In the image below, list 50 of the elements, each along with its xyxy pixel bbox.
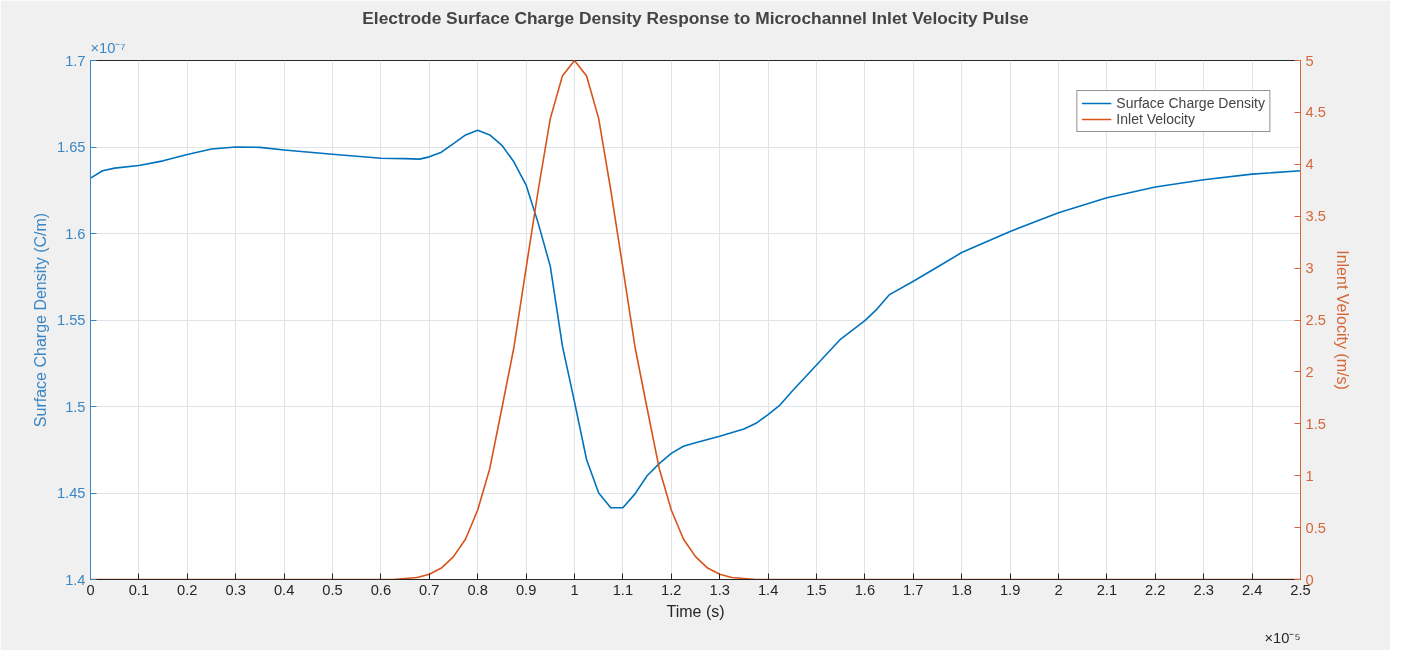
y-tick-label: 1.55 <box>56 312 86 328</box>
x-tick-label: 2.3 <box>1193 581 1214 598</box>
x-tick-label: 1 <box>570 581 579 598</box>
y-axis-title: Surface Charge Density (C/m) <box>31 212 49 428</box>
x-tick-label: 0.9 <box>515 581 537 598</box>
x-tick-label: 0.5 <box>322 581 343 598</box>
y-tick-label: 1.45 <box>56 485 86 501</box>
y-tick-label: 1.6 <box>65 225 86 242</box>
x-tick-label: 0.8 <box>467 581 488 598</box>
x-tick-label: 1.2 <box>661 581 682 598</box>
x-tick-label: 0.7 <box>419 581 440 598</box>
y2-tick-label: 4 <box>1305 156 1314 173</box>
x-tick-label: 1.9 <box>999 581 1021 598</box>
x-tick-label: 1.5 <box>806 581 827 598</box>
x-tick-label: 1.6 <box>854 581 876 598</box>
legend-label: Surface Charge Density <box>1116 95 1265 111</box>
y2-tick-label: 1 <box>1305 467 1314 484</box>
text: ×10⁻⁷ <box>90 39 126 56</box>
y2-tick-label: 3.5 <box>1305 208 1326 225</box>
x-tick-label: 2.2 <box>1145 581 1166 598</box>
y2-tick-label: 2 <box>1305 363 1314 380</box>
x-tick-label: 0.2 <box>177 581 198 598</box>
x-tick-label: 1.8 <box>951 581 972 598</box>
x-tick-label: 0.3 <box>225 581 246 598</box>
y2-tick-label: 2.5 <box>1305 312 1326 328</box>
legend-label: Inlet Velocity <box>1116 111 1195 127</box>
x-tick-label: 1.7 <box>903 581 924 598</box>
x-tick-label: 1.1 <box>612 581 634 598</box>
y-tick-label: 1.65 <box>56 139 86 155</box>
text: ×10⁻⁵ <box>1264 629 1301 646</box>
y-tick-label: 1.7 <box>65 52 86 69</box>
x-axis-title: Time (s) <box>666 602 725 620</box>
x-tick-label: 1.3 <box>709 581 730 598</box>
x-tick-label: 0.6 <box>370 581 392 598</box>
y2-tick-label: 5 <box>1305 52 1314 69</box>
x-tick-label: 0 <box>86 581 95 598</box>
x-tick-label: 2 <box>1054 581 1063 598</box>
y2-tick-label: 3 <box>1305 260 1314 277</box>
x-tick-label: 2.1 <box>1096 581 1118 598</box>
line-series <box>90 129 1301 509</box>
y2-tick-label: 4.5 <box>1305 104 1326 121</box>
x-tick-label: 1.4 <box>757 581 779 598</box>
y-tick-label: 1.5 <box>65 398 86 415</box>
x-tick-label: 0.4 <box>273 581 295 598</box>
x-tick-label: 2.4 <box>1241 581 1263 598</box>
y2-tick-label: 1.5 <box>1305 415 1326 432</box>
y2-axis-title: Inlent Velocity (m/s) <box>1333 250 1351 390</box>
chart-title: Electrode Surface Charge Density Response to Microchannel Inlet Velocity Pulse <box>362 7 1030 28</box>
y2-tick-label: 0.5 <box>1305 519 1326 536</box>
x-tick-label: 0.1 <box>128 581 150 598</box>
